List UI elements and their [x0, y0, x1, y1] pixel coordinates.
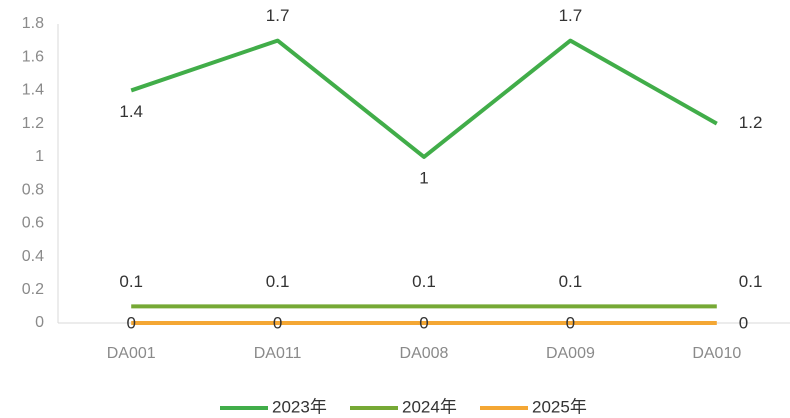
data-label: 0.1	[119, 272, 143, 291]
data-label: 1.4	[119, 102, 143, 121]
y-tick-label: 0	[35, 314, 44, 331]
legend-label: 2023年	[272, 397, 327, 416]
x-tick-label: DA001	[107, 345, 156, 362]
data-label: 1	[419, 168, 428, 187]
data-label: 0.1	[412, 272, 436, 291]
y-tick-label: 1.4	[22, 82, 44, 99]
y-tick-label: 1.8	[22, 15, 44, 32]
x-tick-label: DA009	[546, 345, 595, 362]
y-tick-label: 0.2	[22, 281, 44, 298]
data-label: 0.1	[559, 272, 583, 291]
data-label: 0.1	[739, 272, 763, 291]
y-tick-label: 0.8	[22, 181, 44, 198]
y-tick-label: 1.2	[22, 115, 44, 132]
data-label: 0	[566, 313, 575, 332]
legend-label: 2025年	[532, 397, 587, 416]
data-label: 0	[273, 313, 282, 332]
data-label: 0	[739, 313, 748, 332]
y-tick-label: 0.6	[22, 215, 44, 232]
y-tick-label: 1	[35, 148, 44, 165]
data-label: 0.1	[266, 272, 290, 291]
data-label: 1.7	[266, 6, 290, 25]
data-label: 0	[126, 313, 135, 332]
y-tick-label: 0.4	[22, 248, 44, 265]
data-label: 1.2	[739, 113, 763, 132]
x-tick-label: DA011	[254, 345, 302, 362]
x-tick-label: DA008	[400, 345, 449, 362]
y-tick-label: 1.6	[22, 48, 44, 65]
series-line	[130, 38, 718, 159]
data-label: 1.7	[559, 6, 583, 25]
x-tick-label: DA010	[692, 345, 741, 362]
legend-label: 2024年	[402, 397, 457, 416]
data-label: 0	[419, 313, 428, 332]
